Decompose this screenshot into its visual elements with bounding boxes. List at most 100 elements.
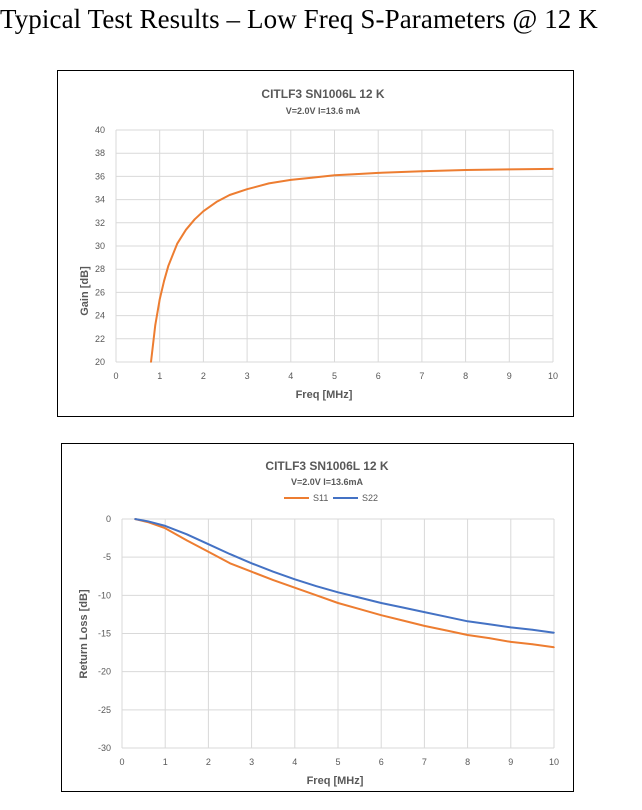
data-point	[229, 553, 231, 555]
x-tick-label: 1	[163, 757, 168, 767]
data-point	[402, 619, 404, 622]
chart-title: CITLF3 SN1006L 12 K	[261, 87, 384, 101]
y-tick-label: 38	[95, 148, 105, 158]
data-point	[531, 643, 534, 645]
data-point	[250, 562, 253, 565]
data-point	[508, 168, 511, 171]
data-point	[158, 298, 161, 301]
gain-chart-frame: CITLF3 SN1006L 12 K V=2.0V I=13.6 mA Fre…	[57, 70, 574, 417]
data-point	[207, 551, 210, 553]
data-point	[268, 182, 270, 185]
page-title: Typical Test Results – Low Freq S-Parame…	[0, 4, 598, 34]
data-point	[150, 361, 152, 363]
data-point	[186, 533, 188, 536]
data-point	[466, 620, 469, 623]
data-point	[380, 614, 383, 616]
data-point	[421, 170, 423, 172]
x-tick-label: 7	[419, 371, 424, 381]
x-tick-label: 6	[379, 757, 384, 767]
data-point	[445, 615, 447, 618]
data-point	[250, 570, 253, 573]
y-tick-label: 40	[95, 125, 105, 135]
x-axis-label: Freq [MHz]	[296, 389, 353, 401]
chart-subtitle: V=2.0V I=13.6mA	[291, 477, 364, 487]
data-point	[488, 637, 491, 639]
x-tick-label: 4	[288, 371, 293, 381]
data-point	[445, 629, 447, 632]
data-point	[315, 594, 318, 597]
x-tick-label: 0	[113, 371, 118, 381]
data-point	[553, 631, 555, 634]
x-tick-label: 2	[206, 757, 211, 767]
series-line-s11	[134, 518, 555, 649]
data-point	[333, 174, 336, 177]
data-point	[423, 625, 426, 627]
x-tick-label: 9	[507, 371, 512, 381]
data-point	[134, 518, 136, 520]
chart-subtitle: V=2.0V I=13.6 mA	[286, 106, 361, 116]
x-axis-label: Freq [MHz]	[307, 775, 364, 787]
data-point	[163, 280, 165, 282]
data-point	[488, 623, 491, 626]
data-point	[202, 210, 205, 212]
y-tick-label: 36	[95, 171, 105, 181]
x-tick-label: 10	[548, 371, 558, 381]
data-point	[207, 543, 210, 545]
y-tick-label: -25	[98, 705, 111, 715]
data-point	[246, 188, 248, 190]
x-tick-label: 2	[201, 371, 206, 381]
data-point	[272, 570, 274, 573]
data-point	[229, 562, 231, 565]
data-point	[294, 578, 296, 581]
x-tick-label: 4	[292, 757, 297, 767]
y-tick-label: 20	[95, 357, 105, 367]
x-tick-label: 9	[508, 757, 513, 767]
x-tick-label: 8	[463, 371, 468, 381]
data-point	[402, 606, 404, 609]
legend-s22-label: S22	[362, 493, 378, 503]
data-point	[228, 194, 231, 196]
y-tick-label: 26	[95, 287, 105, 297]
series-line-gain	[150, 167, 554, 363]
data-point	[355, 173, 358, 175]
plot-area: 0 1 2 3 4 5 6 7 8 9 10 0 -5 -10 -15 -20 -25 -30	[98, 514, 559, 767]
y-tick-label: 30	[95, 241, 105, 251]
y-tick-label: -15	[98, 629, 111, 639]
y-tick-label: -5	[103, 552, 111, 562]
data-point	[167, 264, 170, 267]
y-tick-label: -20	[98, 667, 111, 677]
data-point	[154, 324, 157, 326]
data-point	[531, 628, 534, 631]
gain-chart: CITLF3 SN1006L 12 K V=2.0V I=13.6 mA Fre…	[79, 87, 558, 401]
data-point	[164, 525, 166, 527]
y-tick-label: 32	[95, 218, 105, 228]
data-point	[510, 626, 512, 629]
legend: S11 S22	[284, 493, 378, 503]
x-tick-label: 3	[249, 757, 254, 767]
data-point	[553, 646, 555, 649]
y-axis-label: Return Loss [dB]	[78, 589, 90, 679]
data-point	[164, 527, 166, 529]
y-tick-label: -30	[98, 743, 111, 753]
data-point	[337, 591, 339, 594]
x-tick-label: 6	[376, 371, 381, 381]
data-point	[147, 520, 149, 523]
x-tick-label: 1	[157, 371, 162, 381]
data-point	[186, 539, 188, 542]
data-point	[380, 602, 383, 604]
x-tick-label: 5	[332, 371, 337, 381]
data-point	[464, 169, 467, 171]
x-tick-label: 0	[119, 757, 124, 767]
y-axis-label: Gain [dB]	[79, 266, 91, 316]
y-tick-label: 0	[106, 514, 111, 524]
x-tick-label: 10	[549, 757, 559, 767]
y-tick-label: 22	[95, 334, 105, 344]
data-point	[552, 168, 554, 170]
y-tick-label: 28	[95, 264, 105, 274]
data-point	[358, 596, 361, 599]
y-tick-label: 24	[95, 311, 105, 321]
y-tick-label: 34	[95, 195, 105, 205]
data-point	[423, 611, 426, 613]
x-tick-label: 7	[422, 757, 427, 767]
